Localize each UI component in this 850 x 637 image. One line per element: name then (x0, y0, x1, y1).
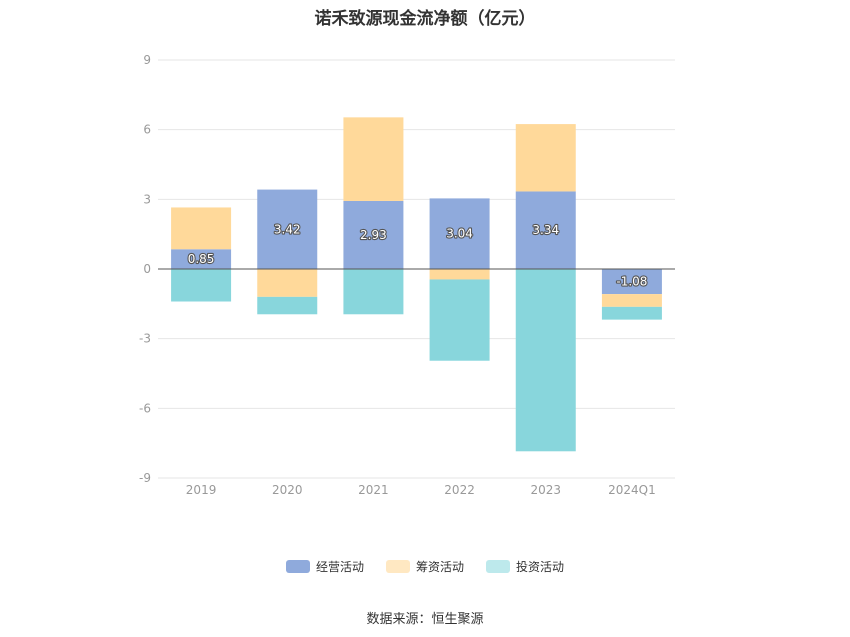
legend: 经营活动 筹资活动 投资活动 (0, 558, 850, 575)
x-tick-label: 2019 (186, 483, 217, 497)
bar-investing[interactable] (171, 269, 232, 302)
legend-swatch-investing (486, 560, 510, 573)
bars (171, 117, 662, 452)
source-note: 数据来源：恒生聚源 (366, 612, 484, 627)
legend-item-financing[interactable]: 筹资活动 (385, 558, 464, 575)
y-tick-label: -3 (139, 332, 151, 346)
x-tick-label: 2022 (444, 483, 475, 497)
bar-financing[interactable] (429, 269, 490, 280)
bar-operating[interactable] (257, 189, 318, 269)
y-tick-label: 0 (143, 262, 151, 276)
bar-financing[interactable] (515, 124, 576, 192)
data-label: 3.34 (532, 223, 559, 237)
bar-investing[interactable] (601, 306, 662, 320)
bar-investing[interactable] (343, 269, 404, 315)
data-label: -1.08 (616, 275, 647, 289)
legend-swatch-financing (385, 560, 410, 573)
legend-item-operating[interactable]: 经营活动 (285, 558, 364, 575)
x-tick-label: 2023 (530, 483, 561, 497)
bar-operating[interactable] (343, 200, 404, 269)
bar-investing[interactable] (429, 279, 490, 361)
y-axis-labels: 9 6 3 0 -3 -6 -9 (139, 53, 151, 485)
x-tick-label: 2020 (272, 483, 303, 497)
bar-financing[interactable] (601, 294, 662, 307)
legend-label-operating: 经营活动 (315, 560, 364, 574)
data-label: 0.85 (188, 252, 215, 266)
legend-label-investing: 投资活动 (516, 560, 565, 574)
x-tick-label: 2024Q1 (608, 483, 656, 497)
y-tick-label: 9 (143, 53, 151, 67)
y-tick-label: -6 (139, 401, 151, 415)
bar-financing[interactable] (171, 207, 232, 250)
data-label: 2.93 (360, 228, 387, 242)
y-tick-label: 6 (143, 123, 151, 137)
bar-operating[interactable] (171, 249, 232, 269)
data-label: 3.04 (446, 227, 473, 241)
x-axis-labels: 2019 2020 2021 2022 2023 2024Q1 (186, 483, 656, 497)
bar-investing[interactable] (257, 296, 318, 315)
bar-operating[interactable] (429, 198, 490, 269)
bar-operating[interactable] (515, 191, 576, 269)
bar-operating[interactable] (601, 269, 662, 295)
legend-item-investing[interactable]: 投资活动 (486, 558, 564, 575)
y-tick-label: 3 (143, 192, 151, 206)
legend-swatch-operating (285, 560, 310, 573)
chart-title: 诺禾致源现金流净额（亿元） (314, 9, 536, 29)
y-tick-label: -9 (139, 471, 151, 485)
bar-financing[interactable] (343, 117, 404, 201)
legend-label-financing: 筹资活动 (415, 560, 464, 574)
bar-investing[interactable] (515, 269, 576, 452)
bar-financing[interactable] (257, 269, 318, 297)
data-labels: 0.85 3.42 2.93 3.04 3.34 -1.08 (187, 221, 649, 289)
data-label: 3.42 (274, 222, 301, 236)
grid-lines (158, 59, 675, 479)
x-tick-label: 2021 (358, 483, 389, 497)
